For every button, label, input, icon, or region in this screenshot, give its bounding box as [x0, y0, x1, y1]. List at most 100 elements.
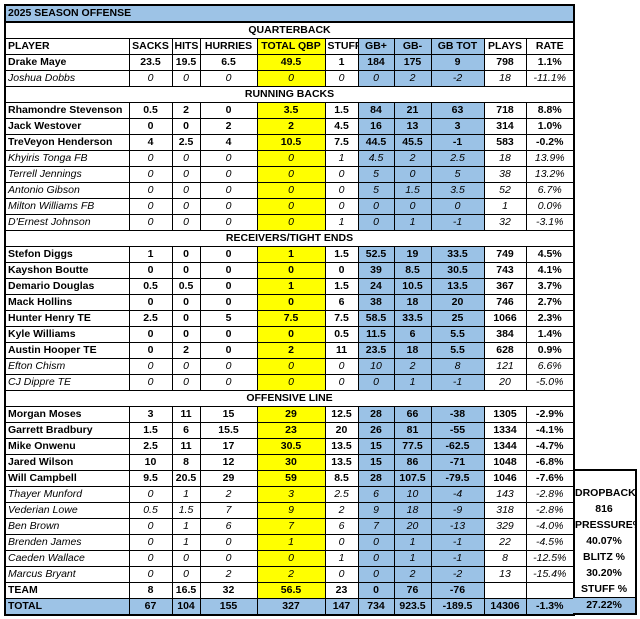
stuff-cell: 1.5: [324, 278, 359, 295]
player-row: Will Campbell 9.5 20.5 29 59 8.5 28 107.5 -79.5 1…: [4, 470, 575, 487]
hurries-cell: 6: [199, 518, 258, 535]
total-qbp-cell: 59: [256, 470, 326, 487]
plays-cell: 143: [483, 486, 527, 503]
summary-cell: 30.20%: [586, 567, 622, 579]
column-header-sacks: SACKS: [128, 38, 173, 55]
hits-cell: 8: [171, 454, 201, 471]
player-row: Brenden James 0 1 0 1 0 0 1 -1 22 -4.5%: [4, 534, 575, 551]
hits-cell: 19.5: [171, 54, 201, 71]
gb-minus-cell: 76: [393, 582, 432, 599]
stuff-cell: 4.5: [324, 118, 359, 135]
gb-tot-cell: -79.5: [430, 470, 485, 487]
player-row: D'Ernest Johnson 0 0 0 0 1 0 1 -1 32 -3.1%: [4, 214, 575, 231]
player-name: Drake Maye: [4, 54, 130, 71]
gb-tot-cell: 63: [430, 102, 485, 119]
hits-cell: 2: [171, 102, 201, 119]
total-qbp-cell: 30.5: [256, 438, 326, 455]
plays-cell: 1: [483, 198, 527, 215]
player-row: Hunter Henry TE 2.5 0 5 7.5 7.5 58.5 33.5 25 1066…: [4, 310, 575, 327]
rate-cell: 0.0%: [525, 198, 575, 215]
player-row: Jared Wilson 10 8 12 30 13.5 15 86 -71 1048 -6.8%: [4, 454, 575, 471]
rate-cell: 4.1%: [525, 262, 575, 279]
player-name: Joshua Dobbs: [4, 70, 130, 87]
hurries-cell: 0: [199, 358, 258, 375]
player-name: Stefon Diggs: [4, 246, 130, 263]
rate-cell: 1.4%: [525, 326, 575, 343]
gb-tot-cell: 20: [430, 294, 485, 311]
gb-plus-cell: 0: [357, 198, 395, 215]
total-qbp-cell: 7.5: [256, 310, 326, 327]
gb-minus-cell: 77.5: [393, 438, 432, 455]
hits-cell: 0: [171, 182, 201, 199]
gb-minus-cell: 1: [393, 550, 432, 567]
rate-cell: 6.7%: [525, 182, 575, 199]
rate-cell: 1.0%: [525, 118, 575, 135]
summary-panel: DROPBACKS 816 PRESSURE% 40.07% BLITZ % 30.20%…: [573, 468, 637, 615]
hurries-cell: 0: [199, 150, 258, 167]
gb-tot-cell: 3: [430, 118, 485, 135]
hits-cell: 0: [171, 118, 201, 135]
player-row: Mike Onwenu 2.5 11 17 30.5 13.5 15 77.5 -62.5 134…: [4, 438, 575, 455]
player-row: Thayer Munford 0 1 2 3 2.5 6 10 -4 143 -2.8%: [4, 486, 575, 503]
summary-cell: BLITZ %: [583, 551, 625, 563]
summary-cell: STUFF %: [580, 582, 628, 595]
gb-plus-cell: 0: [357, 214, 395, 231]
hurries-cell: 2: [199, 566, 258, 583]
sacks-cell: 1.5: [128, 422, 173, 439]
hurries-cell: 0: [199, 246, 258, 263]
hurries-cell: 0: [199, 182, 258, 199]
player-name: Thayer Munford: [4, 486, 130, 503]
player-row: Efton Chism 0 0 0 0 0 10 2 8 121 6.6%: [4, 358, 575, 375]
player-row: Drake Maye 23.5 19.5 6.5 49.5 1 184 175 9 798 1.1%: [4, 54, 575, 71]
hurries-cell: 5: [199, 310, 258, 327]
column-header-gb-tot: GB TOT: [430, 38, 485, 55]
plays-cell: 718: [483, 102, 527, 119]
hurries-cell: 0: [199, 326, 258, 343]
hits-cell: 16.5: [171, 582, 201, 599]
rate-cell: 0.9%: [525, 342, 575, 359]
hurries-cell: 2: [199, 118, 258, 135]
player-name: Antonio Gibson: [4, 182, 130, 199]
hits-cell: 0: [171, 150, 201, 167]
gb-minus-cell: 21: [393, 102, 432, 119]
plays-cell: 1344: [483, 438, 527, 455]
plays-cell: 38: [483, 166, 527, 183]
hits-cell: 0: [171, 310, 201, 327]
section-title: OFFENSIVE LINE: [4, 390, 575, 407]
sacks-cell: 2.5: [128, 310, 173, 327]
plays-cell: 1305: [483, 406, 527, 423]
sacks-cell: 0: [128, 326, 173, 343]
sacks-cell: 0: [128, 70, 173, 87]
total-qbp-cell: 0: [256, 214, 326, 231]
gb-minus-cell: 2: [393, 150, 432, 167]
gb-minus-cell: 66: [393, 406, 432, 423]
gb-tot-cell: 13.5: [430, 278, 485, 295]
player-name: Will Campbell: [4, 470, 130, 487]
sacks-cell: 10: [128, 454, 173, 471]
rate-cell: -4.7%: [525, 438, 575, 455]
total-row: TOTAL 67 104 155 327 147 734 923.5 -189.5 14306 -1…: [4, 598, 575, 616]
hurries-cell: 155: [199, 598, 258, 616]
column-header-gb-minus: GB-: [393, 38, 432, 55]
summary-cell: 816: [595, 503, 613, 515]
gb-plus-cell: 39: [357, 262, 395, 279]
hurries-cell: 0: [199, 214, 258, 231]
column-header-hits: HITS: [171, 38, 201, 55]
hits-cell: 2.5: [171, 134, 201, 151]
sacks-cell: 0: [128, 150, 173, 167]
total-qbp-cell: 0: [256, 150, 326, 167]
gb-plus-cell: 16: [357, 118, 395, 135]
sacks-cell: 0: [128, 198, 173, 215]
stuff-cell: 0: [324, 374, 359, 391]
hurries-cell: 0: [199, 278, 258, 295]
plays-cell: 746: [483, 294, 527, 311]
stuff-cell: 0: [324, 358, 359, 375]
stuff-cell: 6: [324, 518, 359, 535]
gb-minus-cell: 1: [393, 214, 432, 231]
stuff-cell: 1: [324, 54, 359, 71]
gb-tot-cell: 5: [430, 166, 485, 183]
total-qbp-cell: 0: [256, 70, 326, 87]
plays-cell: 18: [483, 70, 527, 87]
team-label: TEAM: [4, 582, 130, 599]
player-row: Terrell Jennings 0 0 0 0 0 5 0 5 38 13.2%: [4, 166, 575, 183]
